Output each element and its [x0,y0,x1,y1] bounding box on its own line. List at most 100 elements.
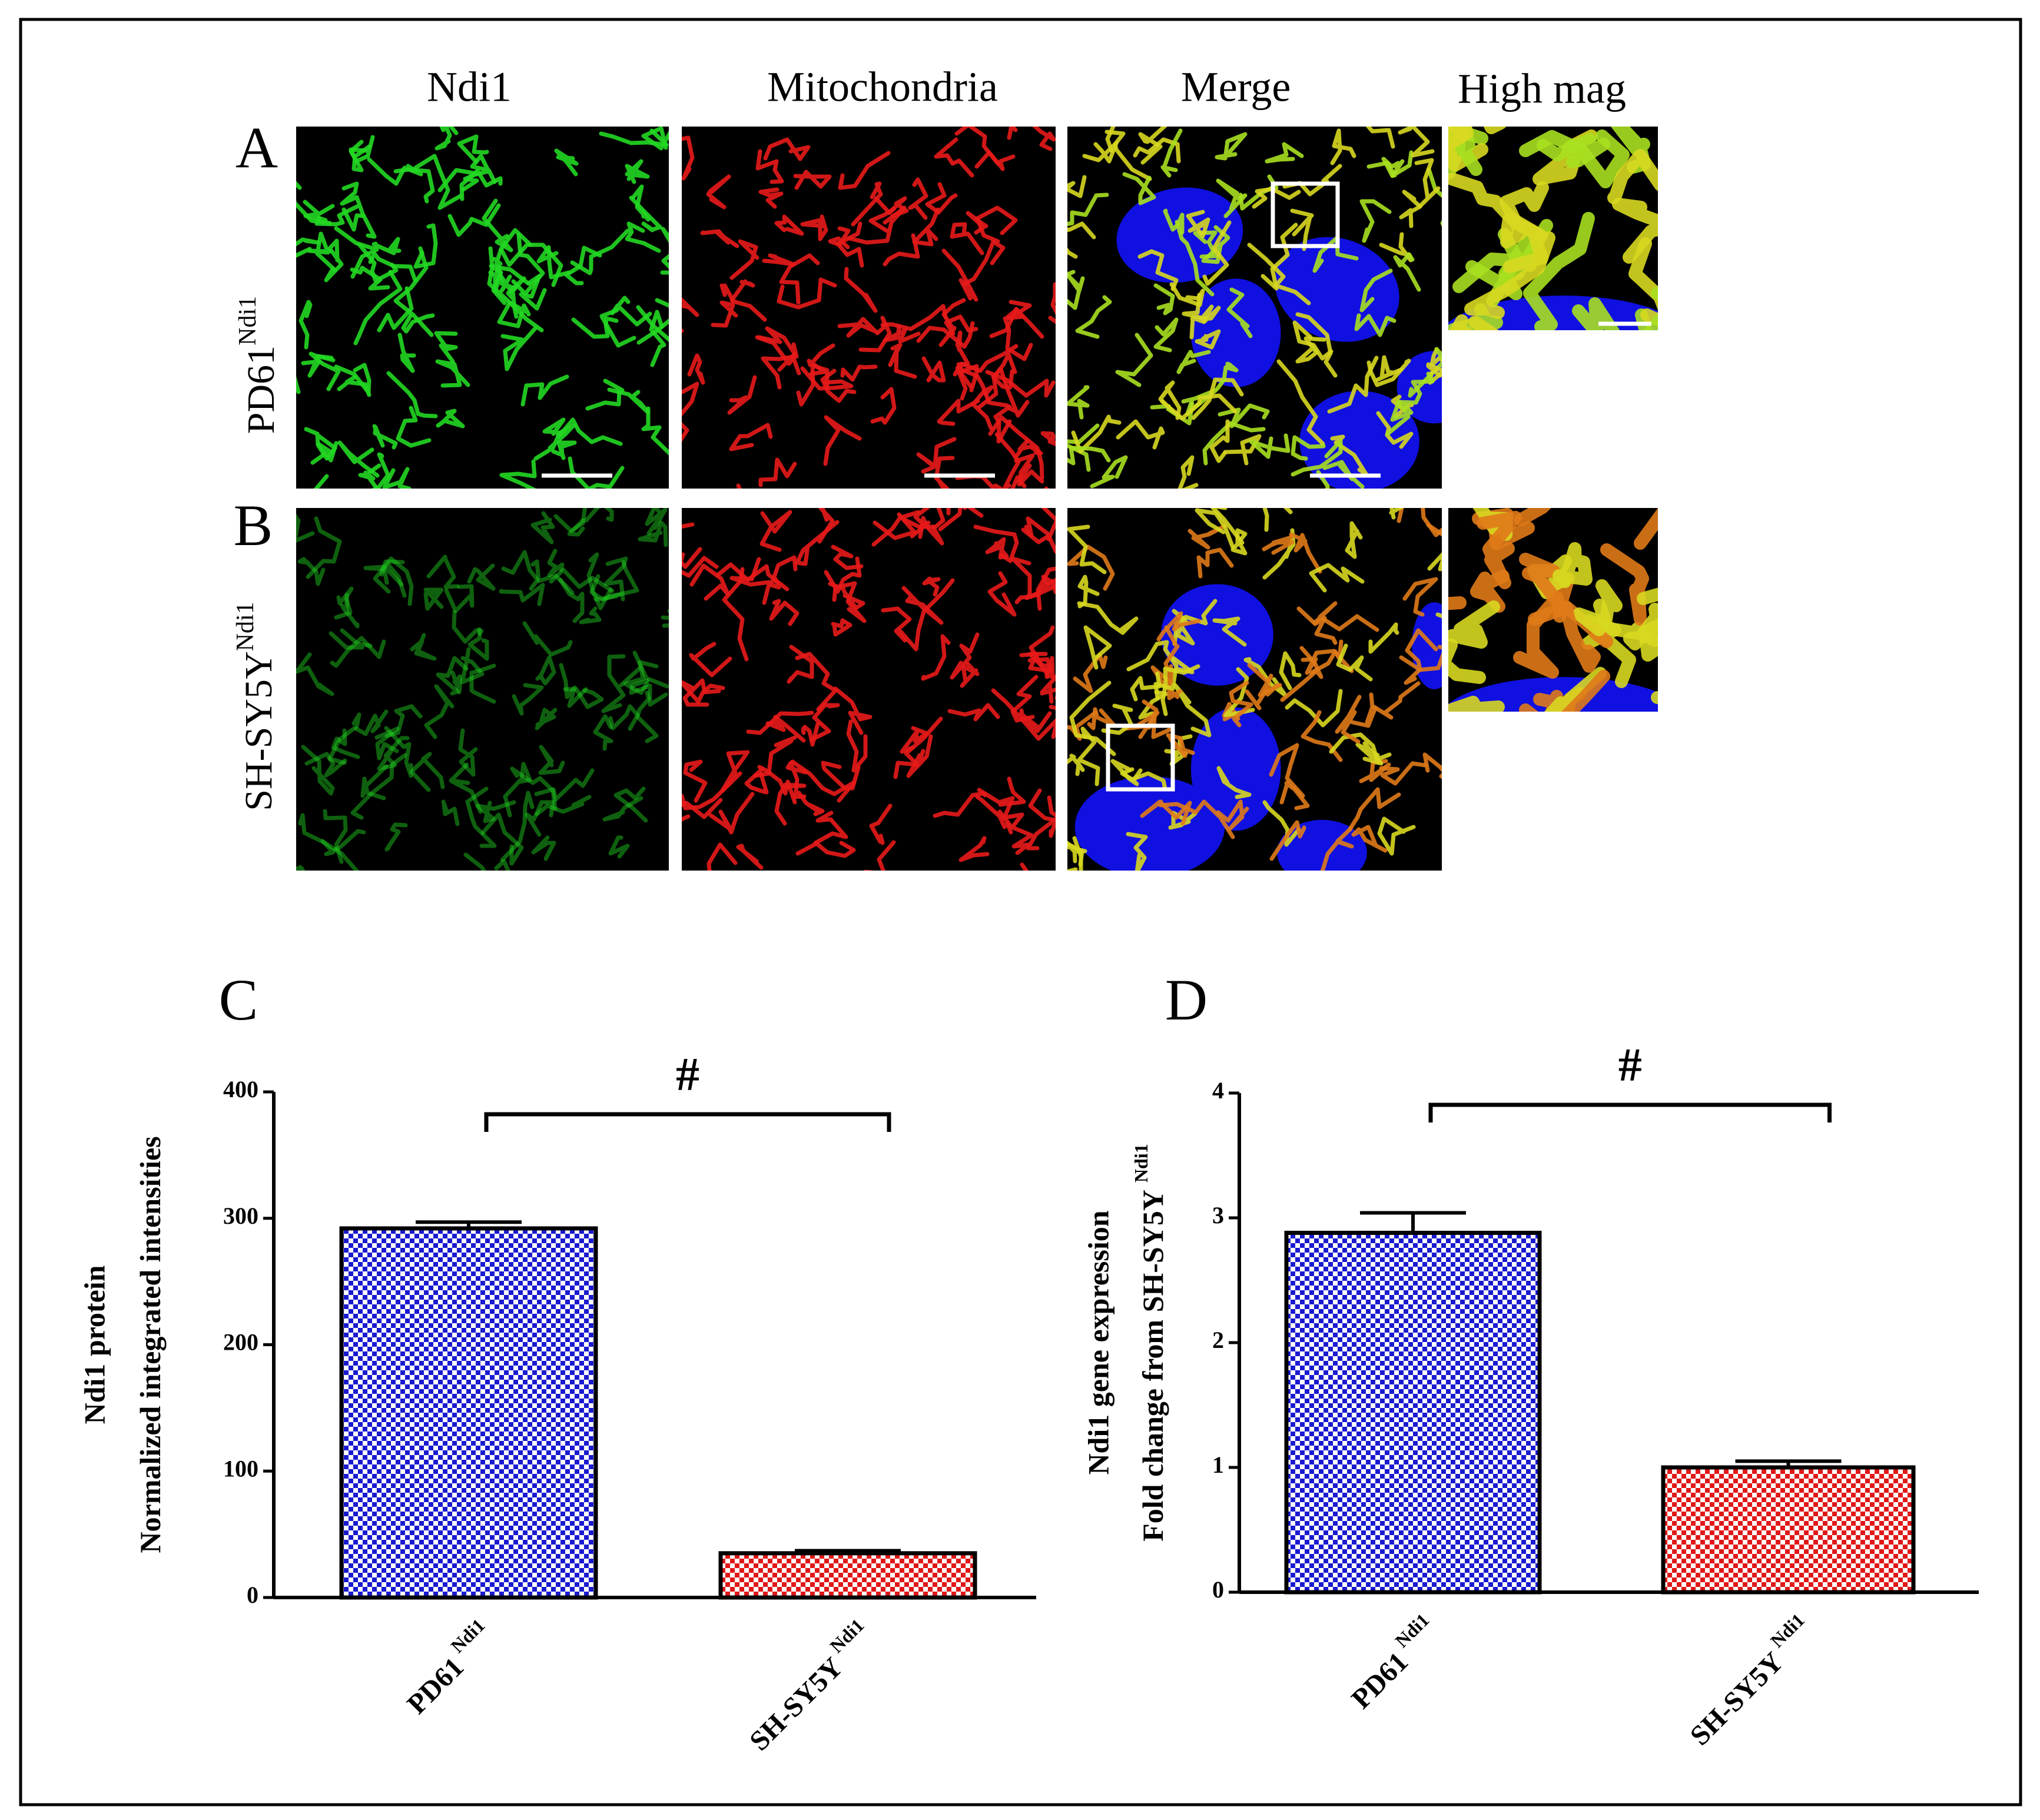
mito [1130,671,1162,702]
mito [426,554,460,589]
mito [377,286,414,333]
bar [1284,1230,1542,1595]
mito [1110,759,1143,786]
mito [363,564,404,587]
mito [916,321,975,349]
mito [1296,606,1338,645]
mito [973,524,1019,563]
mito [534,768,595,802]
mito [331,728,360,759]
mito [759,510,792,552]
mito [329,628,373,650]
mito [1026,816,1056,851]
mito [987,571,1017,617]
mito [531,835,556,861]
mito [800,366,854,391]
mito [893,716,943,779]
panel-letter: C [219,967,258,1032]
mito [475,800,516,823]
row-label: SH-SY5YNdi1 [232,602,281,811]
mito [975,205,1018,244]
mito [1553,542,1593,588]
mito [337,440,380,478]
mito [488,264,504,294]
bar [1661,1465,1916,1595]
mito [941,248,978,302]
mito [765,715,806,743]
mito [833,686,873,735]
mito [602,796,643,822]
mito [538,745,565,775]
mito [444,584,475,613]
mito [1115,333,1153,387]
mito [1528,601,1601,673]
mito [1176,350,1211,374]
mito [641,406,669,456]
mito [1612,198,1658,264]
mito [1385,399,1414,436]
mito [353,270,403,346]
mito [1101,703,1133,735]
mito [874,196,909,218]
mito [304,752,347,778]
mito [1126,832,1148,871]
mito [1077,726,1100,786]
mito [1350,692,1378,728]
mito [888,343,917,379]
mito [625,159,650,184]
mito [793,170,832,190]
mito [1301,710,1343,762]
mito [863,840,896,871]
mito [1067,524,1107,574]
mito [762,253,795,267]
mito [296,513,315,543]
mito [1289,532,1322,574]
mito [1067,175,1087,198]
mito [401,313,435,334]
mito [384,822,408,852]
x-tick-label-sup: Ndi1 [447,1615,489,1657]
mito [1189,305,1221,340]
mito [1013,439,1043,460]
mito [542,417,566,439]
mito [520,374,569,407]
mito [847,205,907,245]
mito [708,792,755,835]
mito [1397,508,1442,537]
mito [1202,421,1266,466]
mito [1169,282,1205,307]
row-label-text: SH-SY5Y [237,651,280,811]
mito [608,835,630,859]
mito [1177,455,1199,489]
mito [1153,283,1175,315]
mito [510,766,558,811]
mito [918,516,944,546]
mito [1067,423,1100,472]
mito [682,678,721,707]
y-tick-label: 3 [1212,1202,1224,1228]
mito [1163,625,1180,684]
mito [950,632,980,680]
mito [921,634,951,681]
mito [898,578,955,652]
mito [975,795,1013,835]
mito [1448,639,1486,684]
y-tick-label: 200 [223,1329,258,1356]
mito [413,154,463,210]
mito [682,771,742,811]
micrograph [1067,508,1442,871]
mito [424,684,455,739]
mito [993,404,1012,444]
mito [1309,563,1365,593]
mito [1335,695,1362,744]
mito [314,204,359,227]
mito [660,227,669,275]
mito [1316,470,1330,489]
mito [1330,128,1356,165]
mito [1215,132,1248,161]
mito [1329,732,1392,762]
mito [1216,178,1248,218]
mito [497,300,531,328]
mito [1637,587,1658,662]
mito [296,237,320,258]
